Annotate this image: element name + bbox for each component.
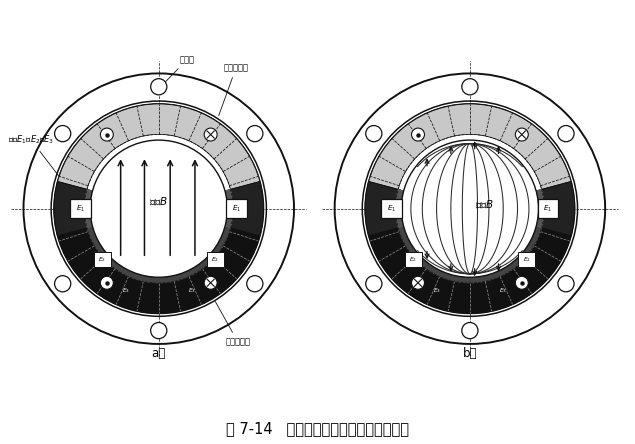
Text: $E_2$: $E_2$ (98, 255, 106, 264)
Circle shape (558, 276, 574, 292)
Bar (207, 252, 224, 267)
Wedge shape (58, 104, 260, 209)
Circle shape (204, 276, 217, 289)
Text: b）: b） (463, 347, 477, 360)
Text: 图 7-14   非满管电磁流量计的串励和反励: 图 7-14 非满管电磁流量计的串励和反励 (226, 421, 409, 436)
Circle shape (516, 276, 528, 289)
Wedge shape (369, 104, 571, 209)
Wedge shape (87, 135, 231, 209)
Text: $E_1$: $E_1$ (387, 204, 396, 214)
Circle shape (366, 276, 382, 292)
Bar (226, 199, 247, 218)
Wedge shape (470, 190, 544, 228)
Circle shape (462, 322, 478, 339)
Text: 法兰孔: 法兰孔 (163, 55, 195, 85)
Circle shape (100, 128, 113, 141)
Text: $E_2$: $E_2$ (523, 255, 530, 264)
Text: $E_3$: $E_3$ (432, 286, 441, 295)
Wedge shape (369, 209, 571, 313)
Circle shape (54, 104, 264, 313)
Wedge shape (159, 190, 233, 228)
Text: 磁场$B$: 磁场$B$ (149, 195, 168, 207)
Wedge shape (398, 135, 542, 209)
Circle shape (362, 101, 577, 316)
Wedge shape (84, 190, 159, 228)
Text: $E_3$: $E_3$ (188, 286, 196, 295)
Bar (404, 252, 422, 267)
Circle shape (55, 126, 70, 142)
Wedge shape (396, 190, 470, 228)
Wedge shape (87, 209, 231, 283)
Wedge shape (58, 209, 260, 313)
Circle shape (411, 276, 424, 289)
Text: 电极$E_1$、$E_2$、$E_3$: 电极$E_1$、$E_2$、$E_3$ (8, 134, 73, 195)
Circle shape (411, 128, 424, 141)
Wedge shape (398, 209, 542, 283)
Circle shape (401, 140, 538, 277)
Circle shape (150, 79, 167, 95)
Circle shape (55, 276, 70, 292)
Wedge shape (470, 182, 575, 236)
Circle shape (516, 128, 528, 141)
Circle shape (558, 126, 574, 142)
Bar (93, 252, 110, 267)
Wedge shape (54, 182, 159, 236)
Wedge shape (365, 182, 470, 236)
Bar (537, 199, 559, 218)
Wedge shape (159, 182, 264, 236)
Text: $E_3$: $E_3$ (121, 286, 130, 295)
Text: 上励磁线圈: 上励磁线圈 (218, 63, 248, 115)
Circle shape (462, 79, 478, 95)
Text: a）: a） (152, 347, 166, 360)
Bar (381, 199, 403, 218)
Circle shape (100, 276, 113, 289)
Text: $E_1$: $E_1$ (76, 204, 85, 214)
Text: $E_2$: $E_2$ (211, 255, 219, 264)
Text: $E_1$: $E_1$ (544, 204, 552, 214)
Circle shape (365, 104, 575, 313)
Circle shape (366, 126, 382, 142)
Text: $E_1$: $E_1$ (232, 204, 241, 214)
Circle shape (204, 128, 217, 141)
Circle shape (90, 140, 227, 277)
Text: 下励磁线圈: 下励磁线圈 (215, 301, 250, 346)
Bar (70, 199, 91, 218)
Circle shape (247, 276, 263, 292)
Circle shape (150, 322, 167, 339)
Text: $E_2$: $E_2$ (410, 255, 417, 264)
Circle shape (335, 73, 605, 344)
Text: 磁场$B$: 磁场$B$ (474, 198, 494, 210)
Text: $E_3$: $E_3$ (499, 286, 507, 295)
Circle shape (247, 126, 263, 142)
Circle shape (51, 101, 266, 316)
Circle shape (23, 73, 294, 344)
Bar (518, 252, 535, 267)
